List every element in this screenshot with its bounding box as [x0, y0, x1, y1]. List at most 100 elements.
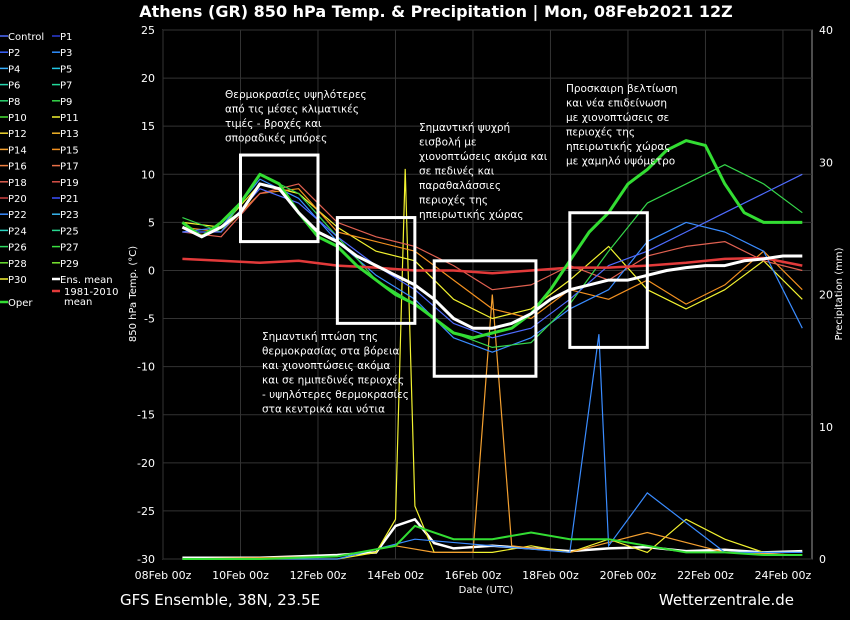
temp-line-control: [182, 173, 803, 339]
y-tick-label: -5: [144, 313, 155, 326]
x-tick-label: 24Feb 00z: [755, 569, 812, 582]
annotation-line: ηπειρωτικής χώρας: [419, 209, 524, 221]
y-ticks: 25 20 15 10 5 0 -5 -10 -15 -20 -25 -30: [137, 24, 155, 566]
y-tick-label: 0: [148, 264, 155, 277]
legend-label: P24: [8, 226, 27, 237]
legend-label: P22: [8, 210, 27, 221]
legend-label: P19: [60, 178, 79, 189]
precip-line-oper: [182, 524, 803, 560]
y-tick-label: -25: [137, 505, 155, 518]
legend-label: P17: [60, 162, 79, 173]
y2-axis-label: Precipitation (mm): [834, 247, 845, 340]
annotation-line: παραθαλάσσιες: [419, 180, 501, 192]
legend-label: P15: [60, 145, 79, 156]
x-tick-label: 10Feb 00z: [212, 569, 269, 582]
temp-line-p9: [182, 164, 803, 348]
x-tick-label: 20Feb 00z: [600, 569, 657, 582]
x-ticks: 08Feb 00z 10Feb 00z 12Feb 00z 14Feb 00z 16Fe…: [135, 569, 812, 582]
y-tick-label: -20: [137, 457, 155, 470]
y2-tick-label: 40: [819, 24, 833, 37]
annotation-line: στα κεντρικά και νότια: [262, 404, 385, 416]
legend-label: P27: [60, 243, 79, 254]
temp-line-1981-2010-mean: [182, 256, 803, 275]
legend-label: P13: [60, 129, 79, 140]
annotation-texts: Θερμοκρασίες υψηλότερες από τις μέσες κλι…: [225, 83, 678, 416]
annotation-box: [432, 259, 538, 378]
legend-label: P7: [60, 81, 72, 92]
legend-label: P2: [8, 48, 20, 59]
temp-line-oper: [181, 139, 803, 340]
legend-label: P25: [60, 226, 79, 237]
legend-label: P4: [8, 64, 20, 75]
temperature-lines: [181, 139, 803, 353]
precipitation-lines: [182, 168, 803, 560]
legend-label: P3: [60, 48, 72, 59]
y2-ticks: 40 30 20 10 0: [819, 24, 833, 566]
temp-line-p15: [182, 188, 803, 320]
y-tick-label: 25: [141, 24, 155, 37]
annotation-line: από τις μέσες κλιματικές: [225, 104, 359, 116]
legend-label: P29: [60, 259, 79, 270]
y-tick-label: 15: [141, 120, 155, 133]
annotation-line: Σημαντική ψυχρή: [419, 122, 510, 134]
chart-title: Athens (GR) 850 hPa Temp. & Precipitatio…: [139, 2, 732, 22]
annotation-line: Θερμοκρασίες υψηλότερες: [225, 89, 367, 101]
legend-label: P16: [8, 162, 27, 173]
legend-label: P18: [8, 178, 27, 189]
annotation-box: [335, 216, 417, 325]
annotation-line: σποραδικές μπόρες: [225, 133, 327, 145]
legend-label: P28: [8, 259, 27, 270]
legend-label: P5: [60, 64, 72, 75]
annotation-line: με χαμηλό υψόμετρο: [566, 156, 675, 168]
annotation-line: και σε ημιπεδινές περιοχές: [262, 375, 404, 387]
x-tick-label: 12Feb 00z: [290, 569, 347, 582]
legend-label: P23: [60, 210, 79, 221]
legend-label: Oper: [8, 298, 33, 309]
legend-label: P6: [8, 81, 20, 92]
legend-label: Ens. mean: [60, 275, 113, 286]
annotation-line: Προσκαιρη βελτίωση: [566, 83, 678, 95]
legend: Control P1 P2 P3 P4 P5 P6 P7 P8 P9 P10 P11 P12 P13 P14…: [0, 32, 119, 309]
legend-label: P30: [8, 275, 27, 286]
x-tick-label: 16Feb 00z: [445, 569, 502, 582]
annotation-boxes: [238, 153, 649, 378]
x-tick-label: 08Feb 00z: [135, 569, 192, 582]
y-tick-label: -10: [137, 361, 155, 374]
annotation-line: περιοχές της: [419, 195, 488, 207]
y-tick-label: -15: [137, 409, 155, 422]
annotation-line: εισβολή με: [419, 137, 477, 149]
y-tick-label: 5: [148, 216, 155, 229]
annotation-line: περιοχές της: [566, 127, 635, 139]
legend-label: P21: [60, 194, 79, 205]
legend-label: 1981-2010: [64, 287, 119, 298]
y2-tick-label: 20: [819, 289, 833, 302]
source-credit: Wetterzentrale.de: [659, 591, 794, 609]
legend-label: P9: [60, 97, 72, 108]
legend-label: mean: [64, 297, 92, 308]
annotation-line: χιονοπτώσεις ακόμα και: [419, 151, 548, 163]
y2-tick-label: 0: [819, 553, 826, 566]
annotation-line: ηπειρωτικής χώρας: [566, 141, 671, 153]
annotation-line: θερμοκρασίας στα βόρεια: [262, 346, 400, 358]
annotation-line: - υψηλότερες θερμοκρασίες: [262, 389, 409, 401]
x-axis-label: Date (UTC): [459, 585, 514, 596]
legend-label: P20: [8, 194, 27, 205]
legend-label: P8: [8, 97, 20, 108]
annotation-line: τιμές - βροχές και: [225, 118, 322, 130]
y-tick-label: -30: [137, 553, 155, 566]
temp-line-ens-mean: [181, 182, 803, 330]
precip-line-p11: [182, 168, 803, 560]
y-tick-label: 20: [141, 72, 155, 85]
annotation-box: [568, 211, 649, 349]
annotation-line: και χιονοπτώσεις ακόμα: [262, 360, 390, 372]
annotation-line: σε πεδινές και: [419, 166, 495, 178]
x-tick-label: 22Feb 00z: [677, 569, 734, 582]
x-tick-label: 18Feb 00z: [522, 569, 579, 582]
legend-label: P26: [8, 243, 27, 254]
legend-label: Control: [8, 32, 44, 43]
y2-tick-label: 30: [819, 156, 833, 169]
legend-label: P11: [60, 113, 79, 124]
legend-label: P1: [60, 32, 72, 43]
legend-label: P12: [8, 129, 27, 140]
